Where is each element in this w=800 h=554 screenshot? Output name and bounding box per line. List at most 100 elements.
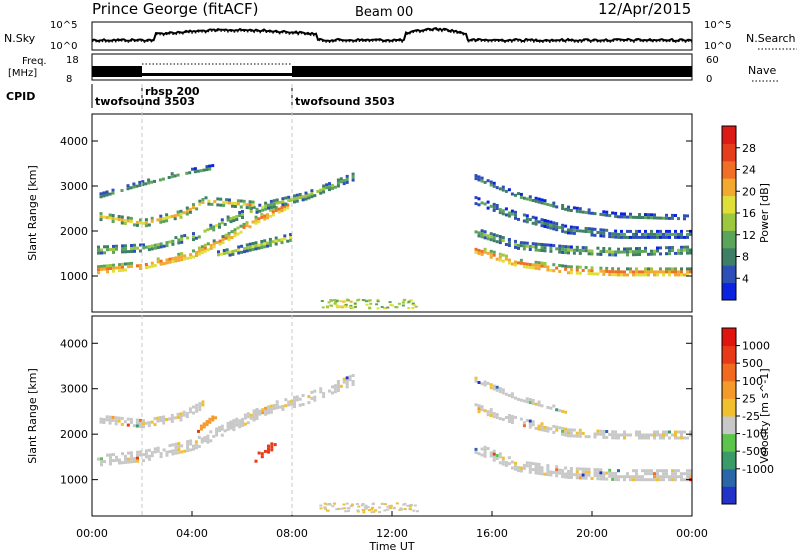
- velocity-cell: [173, 416, 177, 420]
- velocity-cell: [507, 462, 511, 466]
- velocity-cell: [367, 509, 371, 512]
- power-cell: [130, 244, 133, 247]
- velocity-cell: [492, 412, 496, 416]
- velocity-cell: [483, 445, 487, 449]
- power-cell: [397, 302, 401, 305]
- velocity-cell: [674, 430, 677, 434]
- power-cell: [674, 270, 677, 274]
- velocity-cell: [127, 451, 130, 455]
- power-cell: [245, 249, 249, 253]
- power-cell: [647, 235, 650, 239]
- velocity-cell: [474, 379, 478, 383]
- power-cell: [325, 186, 329, 190]
- velocity-cell: [135, 418, 139, 422]
- velocity-cell: [650, 433, 653, 437]
- velocity-cell: [599, 474, 603, 478]
- power-cell: [156, 243, 160, 247]
- power-cell: [118, 266, 121, 270]
- velocity-cell: [540, 425, 544, 429]
- power-cell: [567, 208, 570, 212]
- velocity-cell: [501, 462, 505, 466]
- power-cell: [617, 235, 620, 239]
- velocity-cell: [246, 415, 250, 419]
- power-cell: [540, 198, 544, 202]
- power-cell: [227, 237, 231, 241]
- power-cell: [179, 209, 183, 213]
- velocity-cell: [593, 435, 597, 439]
- power-cell: [534, 199, 538, 203]
- velocity-cell: [647, 433, 650, 437]
- power-cell: [226, 215, 230, 219]
- velocity-cell: [179, 415, 183, 419]
- velocity-cell: [519, 466, 523, 470]
- power-cell: [135, 220, 139, 224]
- power-cell: [650, 232, 653, 236]
- power-cell: [519, 261, 523, 265]
- time-axis: Time UT 00:00 04:00 08:00 12:00 16:00 20:00 00…: [76, 511, 708, 553]
- velocity-cell: [632, 469, 635, 473]
- velocity-cell: [133, 457, 136, 460]
- velocity-cell: [486, 447, 490, 451]
- velocity-cell: [147, 448, 151, 452]
- power-cell: [665, 229, 668, 233]
- velocity-cell: [686, 475, 689, 479]
- velocity-cell: [659, 478, 662, 482]
- power-cell: [525, 241, 529, 245]
- velocity-cell: [215, 433, 219, 437]
- velocity-cell: [546, 467, 550, 471]
- power-cell: [226, 218, 230, 222]
- power-cell: [206, 248, 210, 252]
- velocity-cell: [623, 475, 626, 479]
- nsky-bottom-tick: 10^0: [50, 41, 77, 52]
- velocity-cell: [555, 468, 559, 472]
- velocity-cell: [105, 415, 109, 419]
- velocity-cell: [249, 413, 253, 417]
- power-cell: [220, 218, 224, 222]
- velocity-cell: [641, 469, 644, 473]
- velocity-cell: [206, 437, 210, 441]
- power-cell: [136, 264, 139, 268]
- velocity-cell: [100, 460, 103, 464]
- power-cell: [507, 214, 511, 218]
- power-cell: [230, 236, 234, 240]
- power-colorbar-swatch-8: [722, 143, 736, 162]
- power-cell: [280, 209, 284, 213]
- power-cell: [298, 196, 302, 199]
- power-cell: [528, 195, 532, 199]
- velocity-cell: [336, 383, 340, 386]
- velocity-cell: [345, 385, 349, 389]
- power-cell: [197, 249, 201, 253]
- power-cell: [100, 248, 103, 252]
- power-cell: [635, 270, 638, 274]
- power-cell: [307, 193, 311, 197]
- velocity-cell: [561, 426, 565, 430]
- velocity-cell: [182, 413, 186, 417]
- velocity-cell: [301, 403, 305, 406]
- power-cell: [569, 265, 573, 269]
- power-cell: [168, 257, 172, 261]
- velocity-cell: [498, 390, 502, 394]
- power-cell: [626, 235, 629, 239]
- velocity-cell: [656, 469, 659, 473]
- power-cell: [641, 270, 644, 274]
- velocity-cell: [351, 383, 355, 386]
- velocity-cell: [255, 408, 259, 411]
- power-cell: [495, 186, 499, 190]
- power-cell: [608, 273, 612, 277]
- power-cell: [596, 246, 600, 250]
- power-cell: [109, 248, 112, 251]
- power-cell: [590, 266, 594, 270]
- power-cell: [353, 306, 357, 308]
- power-cell: [162, 217, 166, 220]
- power-cell: [212, 228, 216, 232]
- power-cell: [584, 246, 588, 250]
- power-cell: [584, 249, 588, 253]
- velocity-cell: [677, 469, 680, 473]
- power-cell: [567, 228, 570, 232]
- power-cell: [147, 178, 151, 182]
- power-cell: [180, 258, 184, 262]
- power-cell: [283, 204, 287, 208]
- power-cell: [656, 216, 659, 220]
- power-cell: [599, 269, 603, 273]
- velocity-cell: [336, 380, 340, 383]
